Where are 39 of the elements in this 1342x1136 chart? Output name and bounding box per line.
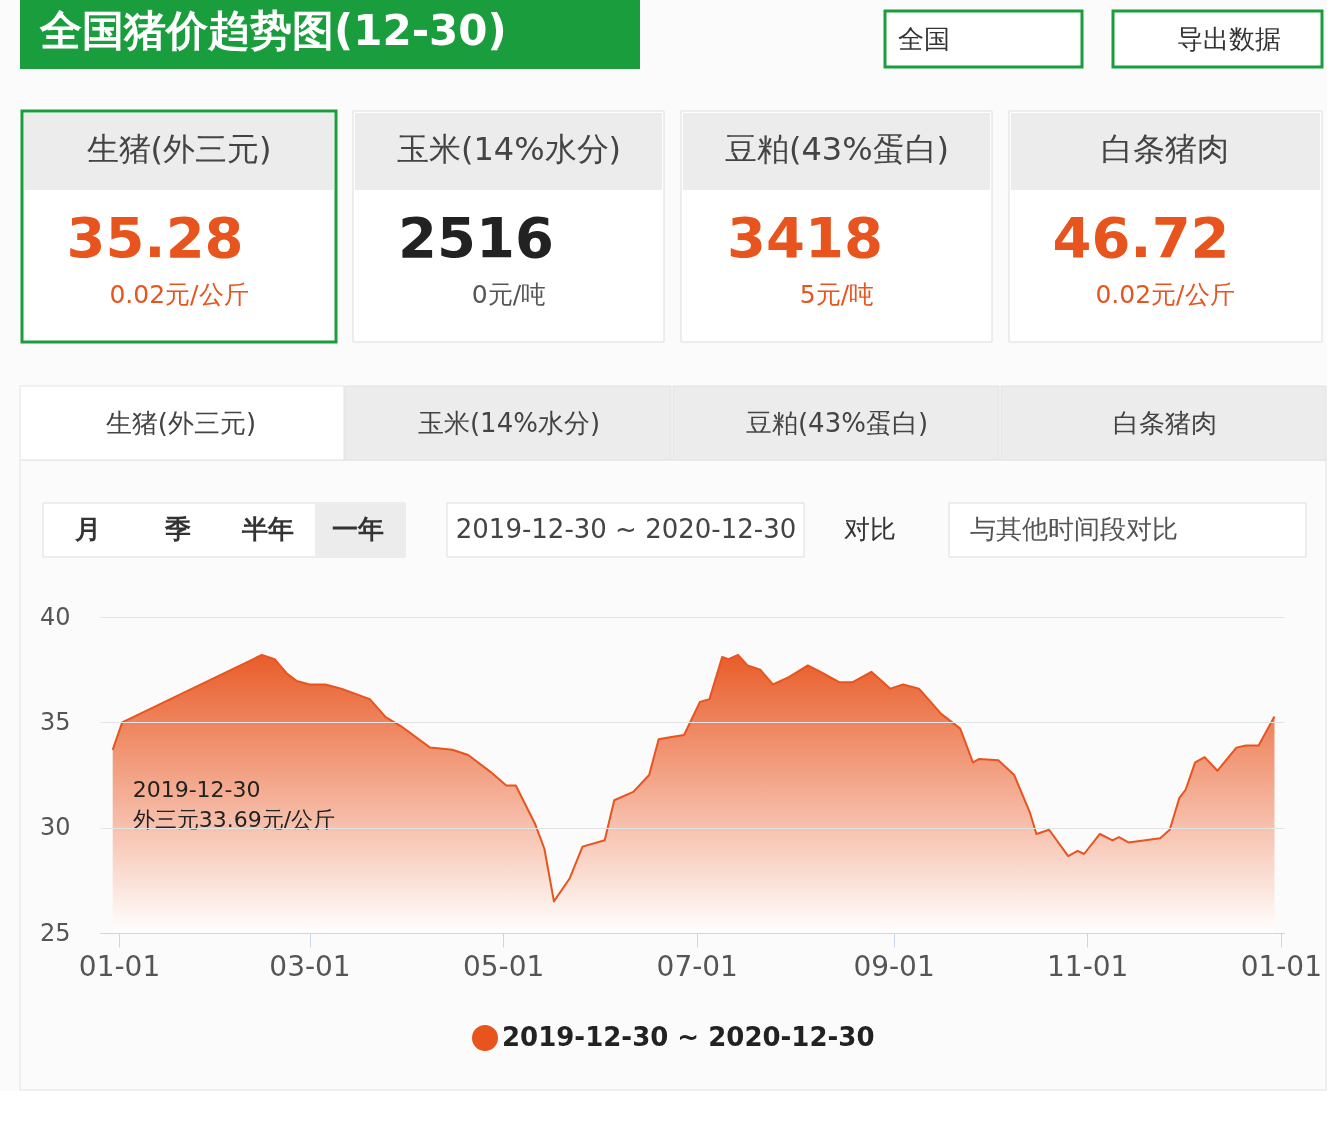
text: 2516 <box>398 205 554 270</box>
x-tick-label: 11-01 <box>1047 949 1129 983</box>
text: 生猪(外三元) <box>86 130 272 168</box>
x-tick-label: 07-01 <box>656 949 738 983</box>
text: 豆粕(43%蛋白) <box>724 130 950 168</box>
text: 月 <box>74 514 101 544</box>
text: 白条猪肉 <box>1113 408 1217 438</box>
y-tick-label: 25 <box>39 918 71 947</box>
y-tick-label: 40 <box>39 602 71 631</box>
text: 46.72 <box>1052 205 1230 270</box>
text: 全国 <box>898 24 950 54</box>
text: 白条猪肉 <box>1101 130 1229 168</box>
text: 0.02元/公斤 <box>1095 280 1235 309</box>
text: 玉米(14%水分) <box>417 408 601 438</box>
text: 5元/吨 <box>799 280 875 309</box>
x-tick-label: 05-01 <box>462 949 545 983</box>
text: 35.28 <box>66 205 244 270</box>
text: 半年 <box>241 514 294 544</box>
text: 一年 <box>332 514 384 544</box>
text: 与其他时间段对比 <box>970 514 1178 544</box>
annotation: 2019-12-30 <box>132 776 261 802</box>
x-tick-label: 01-01 <box>78 949 161 983</box>
text: 对比 <box>844 514 896 544</box>
text: 2019-12-30 ~ 2020-12-30 <box>455 514 797 544</box>
x-tick-label: 09-01 <box>853 949 935 983</box>
text: 生猪(外三元) <box>105 408 257 438</box>
chart-title: 全国猪价趋势图(12-30) <box>39 6 507 55</box>
text: 3418 <box>727 205 883 270</box>
y-tick-label: 30 <box>39 813 71 842</box>
x-tick-label: 03-01 <box>269 949 351 983</box>
x-tick-label: 01-01 <box>1240 949 1323 983</box>
text: 0元/吨 <box>471 280 547 309</box>
text: 导出数据 <box>1177 24 1281 54</box>
text: 0.02元/公斤 <box>109 280 249 309</box>
text: 季 <box>164 514 191 544</box>
y-tick-label: 35 <box>39 707 71 736</box>
text: 豆粕(43%蛋白) <box>745 408 929 438</box>
legend-label: 2019-12-30 ~ 2020-12-30 <box>502 1022 875 1052</box>
text: 玉米(14%水分) <box>396 130 622 168</box>
